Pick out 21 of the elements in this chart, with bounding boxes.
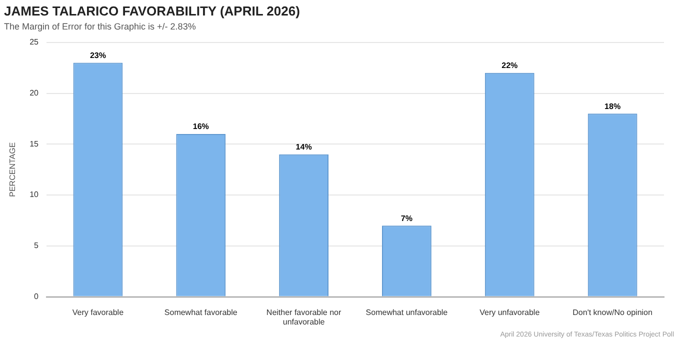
data-label: 22% xyxy=(502,61,518,70)
x-tick-label: Neither favorable nor unfavorable xyxy=(266,308,342,326)
y-axis-title: PERCENTAGE xyxy=(8,142,18,197)
data-label: 14% xyxy=(296,142,312,152)
x-tick-label: Somewhat unfavorable xyxy=(366,308,448,317)
data-label: 18% xyxy=(604,102,621,111)
chart-title: JAMES TALARICO FAVORABILITY (APRIL 2026) xyxy=(4,3,300,18)
y-tick-label: 0 xyxy=(34,292,40,302)
y-tick-label: 5 xyxy=(34,241,40,250)
y-tick-label: 20 xyxy=(30,88,40,98)
y-tick-label: 10 xyxy=(30,190,40,200)
x-tick-label: Very favorable xyxy=(72,308,124,317)
x-tick-label: Somewhat favorable xyxy=(164,308,238,317)
x-tick-label: Don't know/No opinion xyxy=(572,308,652,317)
data-label: 23% xyxy=(90,50,106,60)
data-label: 7% xyxy=(400,214,412,223)
chart-subtitle: The Margin of Error for this Graphic is +/- 2.83% xyxy=(4,21,196,32)
data-label: 16% xyxy=(192,122,209,132)
x-tick-label: Very unfavorable xyxy=(480,308,540,317)
y-tick-label: 25 xyxy=(30,38,40,47)
y-tick-label: 15 xyxy=(30,139,40,148)
